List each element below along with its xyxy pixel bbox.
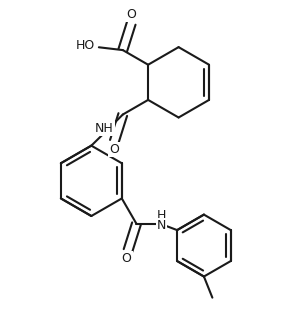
Text: NH: NH — [95, 122, 114, 135]
Text: H: H — [157, 209, 166, 222]
Text: N: N — [157, 219, 166, 232]
Text: HO: HO — [75, 39, 95, 52]
Text: O: O — [122, 253, 131, 265]
Text: O: O — [126, 8, 136, 21]
Text: O: O — [109, 143, 119, 156]
